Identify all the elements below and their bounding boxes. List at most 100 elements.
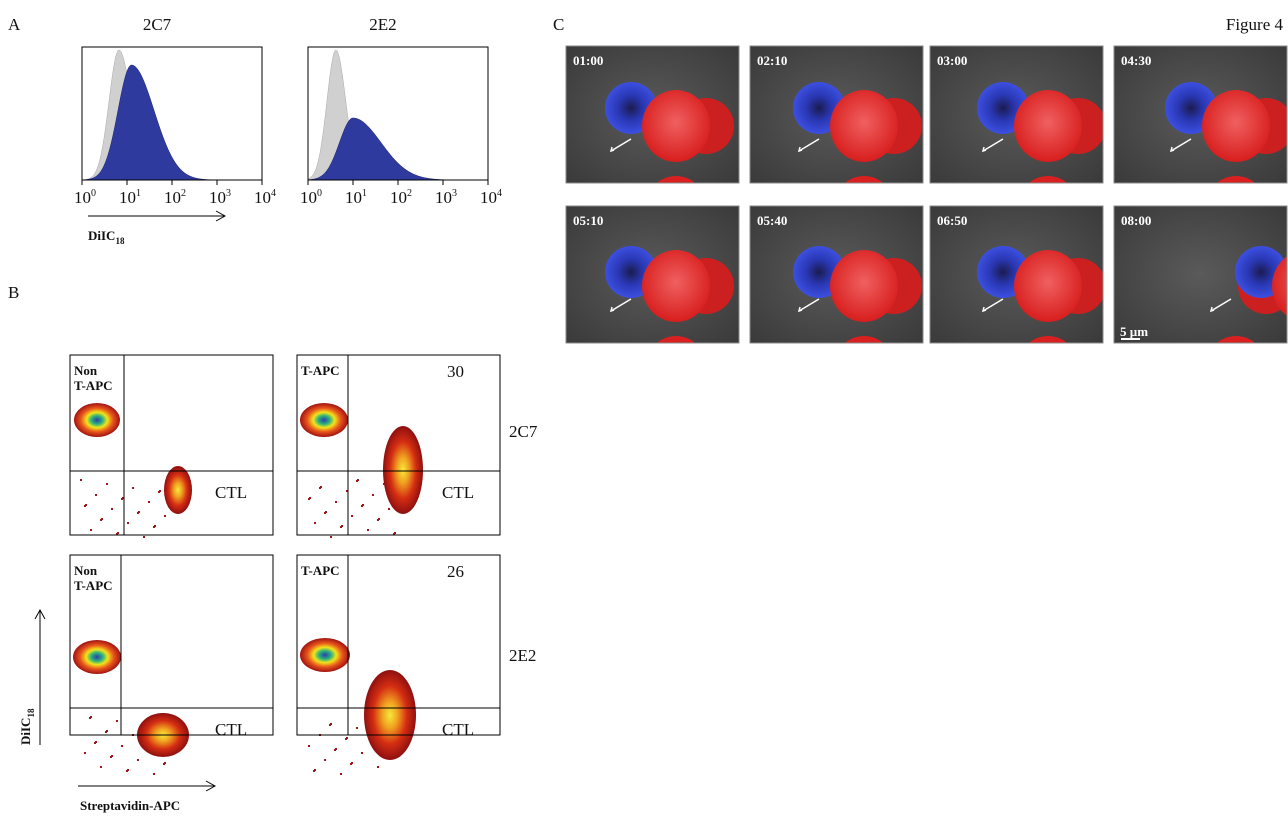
dot	[143, 536, 145, 538]
dot	[356, 727, 358, 729]
timestamp: 05:40	[757, 213, 787, 228]
tick-exponent: 4	[271, 188, 276, 199]
row-label: 2E2	[509, 646, 536, 665]
dot	[313, 770, 315, 772]
dot	[111, 508, 113, 510]
tick-base: 10	[300, 188, 317, 207]
percent: 26	[447, 562, 464, 581]
dot	[393, 533, 395, 535]
ctl-cell	[1272, 256, 1287, 316]
figure-label: Figure 4	[1226, 15, 1284, 34]
dot	[95, 494, 97, 496]
arrow-head	[981, 306, 987, 313]
population	[364, 670, 416, 760]
tick-base: 10	[480, 188, 497, 207]
plot-frame	[69, 554, 274, 736]
dot	[329, 724, 331, 726]
tick-label: 101	[119, 188, 141, 207]
dot	[132, 487, 134, 489]
quadrant-label: T-APC	[74, 578, 113, 593]
axis-label-text: DiIC	[18, 718, 33, 745]
timestamp: 03:00	[937, 53, 967, 68]
frame	[929, 205, 1104, 344]
panel-label: A	[8, 15, 21, 34]
dot	[137, 759, 139, 761]
cells	[1114, 206, 1287, 343]
tick-base: 10	[209, 188, 226, 207]
arrow-head	[1169, 146, 1175, 153]
micrograph: 01:00	[565, 45, 740, 184]
micrograph: 06:50	[929, 205, 1104, 344]
arrow-head	[981, 146, 987, 153]
ctl-cell	[642, 90, 710, 162]
population	[300, 403, 348, 437]
tick-exponent: 0	[317, 188, 322, 199]
cells	[750, 46, 923, 183]
cells	[1114, 46, 1287, 183]
dot	[84, 752, 86, 754]
axis-label-subscript: 18	[115, 236, 125, 246]
tick-exponent: 2	[181, 188, 186, 199]
target-cell	[656, 176, 696, 183]
tick-base: 10	[254, 188, 271, 207]
dot	[153, 526, 155, 528]
arrow-head	[797, 146, 803, 153]
frame	[565, 205, 740, 344]
frame	[749, 205, 924, 344]
micrograph: 05:10	[565, 205, 740, 344]
ctl-cell	[830, 90, 898, 162]
percent: 30	[447, 362, 464, 381]
arrow	[798, 138, 820, 152]
dot	[340, 526, 342, 528]
tick-base: 10	[164, 188, 181, 207]
dot	[163, 763, 165, 765]
cells	[566, 206, 739, 343]
target-cell	[1028, 176, 1068, 183]
dot	[94, 742, 96, 744]
tick-label: 100	[300, 188, 322, 207]
target-cell	[1028, 336, 1068, 343]
panel-label: C	[553, 15, 564, 34]
quadrant-label: T-APC	[74, 378, 113, 393]
dot	[350, 763, 352, 765]
row-label: 2C7	[509, 422, 538, 441]
dot	[110, 756, 112, 758]
ctl-cell	[830, 250, 898, 322]
dot	[84, 505, 86, 507]
tick-exponent: 3	[226, 188, 231, 199]
arrow-head	[205, 780, 217, 792]
gate-label: CTL	[442, 720, 474, 739]
dot	[346, 490, 348, 492]
dot	[126, 770, 128, 772]
histogram-title: 2C7	[143, 15, 172, 34]
dot	[351, 515, 353, 517]
tick-label: 102	[164, 188, 186, 207]
arrow-head	[609, 146, 615, 153]
frame	[749, 45, 924, 184]
population	[300, 638, 350, 672]
dot	[334, 749, 336, 751]
dot	[100, 766, 102, 768]
tick-label: 102	[390, 188, 412, 207]
tick-base: 10	[74, 188, 91, 207]
plot-frame	[296, 354, 501, 536]
dot	[121, 498, 123, 500]
dot	[90, 529, 92, 531]
ctl-cell	[1014, 90, 1082, 162]
dot	[308, 745, 310, 747]
tick-label: 100	[74, 188, 96, 207]
tick-exponent: 1	[136, 188, 141, 199]
tick-base: 10	[119, 188, 136, 207]
dot	[319, 487, 321, 489]
ctl-cell	[1202, 90, 1270, 162]
dot	[121, 745, 123, 747]
frame	[1113, 205, 1288, 344]
arrow	[982, 298, 1004, 312]
micrograph: 04:30	[1113, 45, 1288, 184]
target-cell	[1216, 336, 1256, 343]
timestamp: 08:00	[1121, 213, 1151, 228]
frame	[929, 45, 1104, 184]
arrow	[1170, 138, 1192, 152]
